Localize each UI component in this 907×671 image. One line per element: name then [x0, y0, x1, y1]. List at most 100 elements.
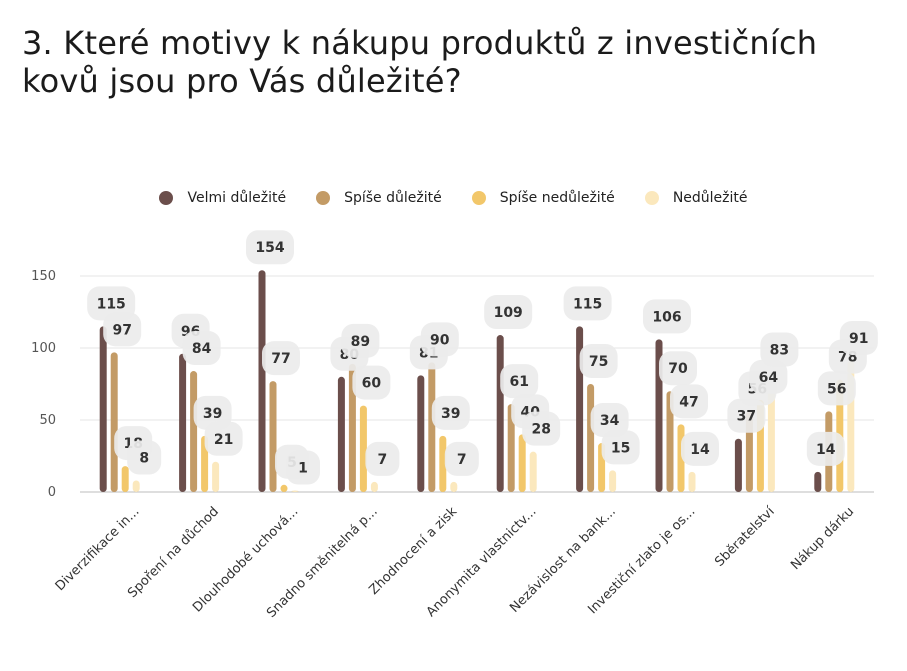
- legend-label: Spíše nedůležité: [499, 190, 615, 206]
- data-label-bubble: [643, 299, 691, 334]
- data-label-bubble: [484, 295, 533, 330]
- x-tick-label: Diverzifikace in...: [53, 504, 143, 594]
- legend-swatch: [159, 191, 174, 205]
- data-label-bubble: [590, 403, 629, 438]
- data-label: 60: [362, 376, 382, 392]
- legend-swatch: [644, 191, 659, 205]
- data-label: 8: [139, 450, 149, 466]
- data-label-bubble: [563, 286, 612, 321]
- data-label: 154: [255, 240, 284, 256]
- data-label-bubble: [204, 421, 243, 456]
- data-label: 34: [600, 413, 620, 429]
- bar: [370, 481, 378, 492]
- bar: [734, 438, 742, 492]
- data-label: 37: [737, 409, 756, 425]
- bar: [439, 435, 447, 492]
- bar: [269, 381, 277, 492]
- bar: [258, 270, 266, 492]
- data-label: 15: [611, 440, 630, 456]
- data-label: 83: [770, 342, 789, 358]
- data-label-bubble: [806, 431, 845, 466]
- legend-swatch: [471, 191, 486, 205]
- data-label: 75: [589, 354, 608, 370]
- data-label-bubble: [601, 430, 640, 465]
- data-label-bubble: [103, 312, 142, 347]
- data-label: 61: [509, 374, 528, 390]
- legend-item[interactable]: Spíše důležité: [316, 190, 442, 206]
- data-label-bubble: [365, 441, 400, 476]
- y-tick-label: 150: [31, 269, 56, 284]
- bar: [609, 470, 617, 492]
- legend-item[interactable]: Velmi důležité: [159, 190, 286, 206]
- bar: [529, 451, 537, 492]
- bar: [417, 375, 425, 492]
- data-label: 115: [97, 296, 126, 312]
- data-label-bubble: [246, 230, 294, 265]
- data-label: 90: [430, 332, 450, 348]
- data-label-bubble: [579, 344, 618, 378]
- data-label-bubble: [681, 431, 719, 466]
- data-label-bubble: [420, 322, 459, 357]
- y-tick-label: 50: [39, 413, 56, 428]
- data-label: 47: [679, 394, 698, 410]
- bar: [291, 490, 299, 492]
- data-label-bubble: [286, 450, 320, 485]
- x-tick-label: Sběratelství: [712, 504, 778, 570]
- data-label-bubble: [522, 411, 561, 446]
- x-tick-label: Nákup dárku: [788, 504, 857, 573]
- data-label-bubble: [749, 359, 788, 394]
- data-label-bubble: [341, 323, 380, 358]
- data-label: 70: [668, 361, 688, 377]
- legend-label: Spíše důležité: [344, 190, 442, 206]
- bar: [814, 471, 822, 492]
- data-label-bubble: [727, 398, 766, 433]
- data-label-bubble: [500, 364, 539, 399]
- data-label-bubble: [262, 341, 300, 376]
- data-label: 91: [849, 331, 868, 347]
- bar: [337, 376, 345, 492]
- data-label-bubble: [193, 395, 232, 430]
- bar: [587, 384, 595, 492]
- bar: [507, 404, 515, 492]
- legend-item[interactable]: Nedůležité: [644, 190, 748, 206]
- bar: [99, 326, 107, 492]
- data-label-bubble: [127, 440, 162, 475]
- data-label: 28: [531, 422, 550, 438]
- data-label: 14: [690, 442, 710, 458]
- bar: [132, 480, 140, 492]
- data-label: 84: [192, 341, 212, 357]
- data-label-bubble: [839, 320, 878, 355]
- bar: [496, 335, 504, 492]
- data-label: 39: [203, 406, 222, 422]
- data-label: 7: [457, 452, 467, 468]
- bar: [110, 352, 118, 492]
- data-label: 109: [494, 305, 523, 321]
- bar: [518, 434, 526, 492]
- bar: [212, 461, 220, 492]
- data-label-bubble: [670, 384, 708, 419]
- data-label: 115: [573, 296, 602, 312]
- data-label-bubble: [431, 395, 470, 430]
- bar: [450, 481, 458, 492]
- legend-item[interactable]: Spíše nedůležité: [471, 190, 615, 206]
- data-label: 56: [827, 381, 846, 397]
- legend-swatch: [316, 191, 331, 205]
- bar: [348, 363, 356, 492]
- data-label: 7: [378, 452, 388, 468]
- data-label-bubble: [817, 371, 856, 406]
- data-label: 97: [112, 322, 131, 338]
- bar: [666, 391, 674, 492]
- bar: [688, 471, 696, 492]
- bar: [190, 371, 198, 492]
- bar: [359, 405, 367, 492]
- legend-label: Velmi důležité: [187, 190, 287, 206]
- data-label-bubble: [87, 286, 136, 321]
- data-label: 1: [298, 461, 308, 477]
- data-label: 21: [214, 432, 233, 448]
- chart-title: 3. Které motivy k nákupu produktů z inve…: [22, 24, 818, 100]
- chart-legend: Velmi důležité Spíše důležité Spíše nedůle…: [0, 186, 907, 210]
- data-label-bubble: [659, 351, 697, 386]
- data-label: 64: [759, 370, 779, 386]
